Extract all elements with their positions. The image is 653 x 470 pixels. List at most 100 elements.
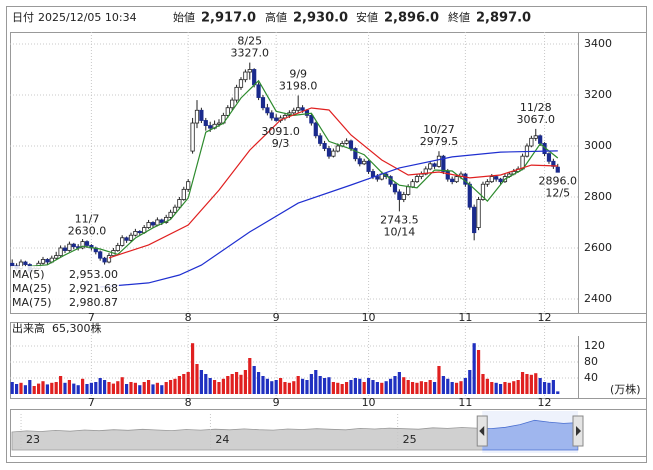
volume-bar [146, 380, 151, 394]
volume-bar [142, 382, 146, 394]
candle-body [401, 194, 406, 200]
y-tick-label: 2600 [584, 241, 612, 254]
candle-body [555, 166, 560, 173]
candle-body [362, 160, 367, 165]
volume-bar [406, 380, 410, 394]
header-label: 終値 [448, 10, 470, 24]
volume-bar [327, 377, 331, 394]
candle-body [80, 241, 85, 249]
candle-body [414, 176, 420, 183]
volume-bar [322, 378, 327, 394]
candle-body [304, 109, 310, 116]
y-tick-label: 2400 [584, 292, 612, 305]
candle-body [480, 183, 486, 200]
x-tick-label: 9 [273, 396, 280, 409]
volume-bar [129, 382, 133, 394]
candle-body [199, 109, 204, 121]
candle-body [485, 181, 490, 185]
candle-body [120, 237, 125, 246]
volume-bar [98, 378, 102, 394]
volume-bar [424, 382, 428, 394]
volume-bar [80, 378, 85, 394]
volume-bar [226, 376, 230, 394]
candle-body [45, 259, 50, 263]
candle-body [124, 237, 129, 241]
candle-body [410, 181, 415, 188]
volume-bar [296, 376, 300, 394]
candle-body [454, 176, 459, 183]
volume-bar [305, 380, 309, 394]
volume-bar [14, 384, 19, 394]
volume-bar [450, 382, 454, 394]
volume-bar [102, 380, 107, 394]
candle-body [230, 99, 235, 109]
volume-bar [547, 382, 551, 394]
volume-bar [441, 376, 445, 394]
candle-body [322, 143, 327, 149]
candle-body [353, 148, 358, 160]
volume-bar [239, 374, 243, 394]
volume-bar [410, 382, 415, 394]
candle-body [326, 148, 332, 157]
candle-body [406, 186, 411, 195]
navigator-label: 23 [26, 433, 40, 446]
candle-body [252, 69, 257, 86]
volume-bar [19, 382, 23, 394]
volume-bar [28, 380, 32, 394]
volume-bar [556, 391, 560, 394]
volume-bar [380, 382, 384, 394]
volume-bar [36, 383, 41, 394]
header-label: 安値 [356, 10, 378, 24]
volume-title: 出来高 [12, 321, 45, 335]
volume-bar [261, 376, 265, 394]
candle-body [186, 181, 191, 190]
annotation-date: 10/27 [423, 123, 455, 136]
volume-bar [292, 381, 296, 394]
candle-body [115, 245, 120, 251]
volume-bar [459, 381, 463, 394]
y-tick-label: 80 [584, 355, 598, 368]
volume-bar [208, 378, 212, 394]
volume-bar [371, 380, 375, 394]
volume-bar [164, 382, 168, 394]
volume-unit: (万株) [610, 382, 641, 396]
candle-body [529, 137, 534, 147]
candle-body [265, 107, 270, 114]
candle-body [203, 120, 208, 126]
volume-bar [388, 378, 393, 394]
candle-body [146, 222, 151, 228]
legend-name: MA(5) [12, 268, 45, 281]
candle-body [366, 160, 371, 172]
candle-body [538, 135, 543, 144]
candle-body [370, 171, 376, 177]
volume-bar [507, 382, 511, 394]
volume-bar [498, 384, 503, 394]
volume-bar [54, 382, 58, 394]
candle-body [436, 155, 442, 167]
candle-body [159, 219, 164, 223]
y-tick-label: 2800 [584, 190, 612, 203]
annotation-value: 2743.5 [380, 213, 419, 226]
candle-body [243, 71, 248, 81]
candle-body [274, 117, 279, 121]
candle-body [40, 259, 46, 264]
date-label: 日付 [12, 11, 34, 24]
y-tick-label: 3200 [584, 88, 612, 101]
volume-bar [116, 381, 120, 394]
y-tick-label: 3000 [584, 139, 612, 152]
volume-bar [516, 380, 520, 394]
annotation-date: 12/5 [545, 187, 570, 200]
annotation-date: 11/28 [520, 101, 552, 114]
volume-bar [454, 382, 459, 394]
annotation-date: 11/7 [75, 212, 100, 225]
candle-body [177, 199, 182, 208]
volume-panel [10, 322, 647, 399]
legend-value: 2,921.68 [69, 282, 118, 295]
volume-bar [50, 382, 54, 394]
volume-bar [32, 386, 36, 394]
candle-body [256, 84, 261, 98]
candle-body [168, 211, 173, 218]
candle-body [216, 122, 222, 125]
header-value: 2,896.0 [384, 11, 439, 26]
candle-body [137, 231, 142, 234]
